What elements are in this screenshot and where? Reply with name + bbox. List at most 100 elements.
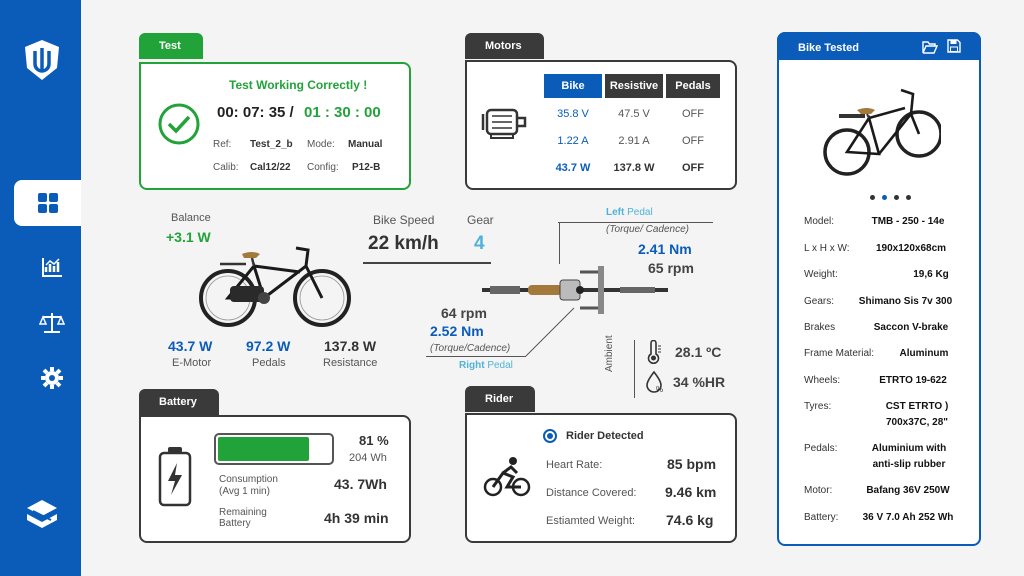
spec-label: Wheels:: [804, 375, 841, 386]
nav-charts[interactable]: [18, 244, 85, 290]
spec-label: Motor:: [804, 485, 833, 496]
bike-tested-image: [821, 74, 943, 186]
table-cell: 137.8 W: [613, 162, 655, 174]
sidebar: [0, 0, 81, 576]
ambient-label: Ambient: [604, 335, 615, 372]
speed-label: Bike Speed: [373, 213, 435, 227]
spec-label: Tyres:: [804, 401, 832, 412]
spec-value: Aluminum: [899, 348, 949, 359]
bicycle-image: [196, 236, 356, 332]
config-label: Config:: [307, 162, 339, 173]
charts-icon: [41, 258, 62, 277]
battery-percent: 81 %: [359, 433, 389, 448]
battery-card: 81 % 204 Wh Consumption (Avg 1 min) 43. …: [139, 415, 411, 543]
remaining-sublabel: Battery: [219, 518, 251, 529]
save-icon[interactable]: [947, 39, 961, 53]
nav-dashboard[interactable]: [14, 180, 81, 226]
mode-value: Manual: [348, 139, 383, 150]
motor-icon: [481, 102, 529, 142]
spec-value: Bafang 36V 250W: [866, 485, 950, 496]
mode-label: Mode:: [307, 139, 335, 150]
distance-label: Distance Covered:: [546, 487, 637, 499]
rider-card: Rider Detected Heart Rate: 85 bpm Distan…: [465, 413, 737, 543]
motors-tab[interactable]: Motors: [465, 33, 544, 59]
nav-balance[interactable]: [18, 300, 85, 346]
spec-value: 190x120x68cm: [875, 243, 947, 254]
calib-label: Calib:: [213, 162, 239, 173]
battery-tab[interactable]: Battery: [139, 389, 219, 415]
right-torque-value: 2.52 Nm: [430, 323, 484, 339]
cyclist-icon: [483, 455, 531, 499]
temperature-value: 28.1 ºC: [675, 344, 722, 360]
spec-value: 36 V 7.0 Ah 252 Wh: [862, 512, 954, 523]
right-torque-label: (Torque/Cadence): [430, 343, 511, 354]
consumption-label: Consumption: [219, 474, 278, 485]
spec-value: ETRTO 19-622: [879, 375, 947, 386]
carousel-dot[interactable]: [906, 195, 911, 200]
table-cell: 2.91 A: [618, 135, 650, 147]
spec-label: Brakes: [804, 322, 836, 333]
carousel-dot[interactable]: [870, 195, 875, 200]
nav-settings[interactable]: [18, 355, 85, 401]
ambient-divider: [634, 340, 635, 398]
test-tab[interactable]: Test: [139, 33, 203, 59]
elapsed-time: 00: 07: 35 /: [217, 104, 294, 121]
left-pedal-connector: [559, 222, 560, 264]
spec-label: Model:: [804, 216, 835, 227]
remaining-label: Remaining: [219, 507, 267, 518]
thermometer-icon: [644, 339, 664, 365]
carousel-dot[interactable]: [894, 195, 899, 200]
right-cadence-value: 64 rpm: [441, 305, 487, 321]
left-pedal-label: Left Pedal: [606, 207, 653, 218]
svg-text:%: %: [656, 385, 663, 394]
gear-value: 4: [474, 233, 485, 254]
heart-rate-value: 85 bpm: [667, 456, 717, 472]
rider-tab[interactable]: Rider: [465, 386, 536, 412]
emotor-label: E-Motor: [172, 357, 212, 369]
bike-tested-title: Bike Tested: [798, 42, 859, 54]
right-pedal-word: Right: [459, 360, 485, 371]
bike-tested-panel: Bike Tested: [777, 32, 981, 546]
resistance-value: 137.8 W: [324, 338, 377, 354]
spec-value: Aluminium with: [871, 443, 947, 454]
right-pedal-line: [426, 356, 526, 357]
pedals-power-value: 97.2 W: [246, 338, 291, 354]
crank-image: [480, 258, 670, 320]
pedals-power-label: Pedals: [252, 357, 286, 369]
table-cell: 47.5 V: [618, 108, 650, 120]
folder-open-icon[interactable]: [922, 40, 939, 54]
battery-level-bar: [214, 433, 334, 465]
spec-label: Weight:: [804, 269, 838, 280]
left-torque-label: (Torque/ Cadence): [606, 224, 690, 235]
table-cell: 43.7 W: [555, 162, 591, 174]
config-value: P12-B: [352, 162, 381, 173]
heart-rate-label: Heart Rate:: [546, 459, 603, 471]
ref-label: Ref:: [213, 139, 232, 150]
right-pedal-connector: [525, 307, 575, 357]
rider-detected-label: Rider Detected: [566, 430, 644, 442]
left-pedal-rest: Pedal: [624, 207, 653, 218]
left-pedal-word: Left: [606, 207, 625, 218]
left-cadence-value: 65 rpm: [648, 260, 694, 276]
emotor-value: 43.7 W: [168, 338, 213, 354]
right-pedal-rest: Pedal: [484, 360, 513, 371]
battery-icon: [157, 445, 193, 509]
carousel-dot-active[interactable]: [882, 195, 887, 200]
spec-value: 700x37C, 28": [885, 417, 948, 428]
weight-label: Estiamted Weight:: [546, 515, 636, 527]
table-cell: 35.8 V: [557, 108, 589, 120]
logo-icon: [22, 38, 62, 82]
consumption-sublabel: (Avg 1 min): [219, 486, 270, 497]
rider-detected-radio[interactable]: [543, 429, 557, 443]
col-bike: Bike: [544, 74, 602, 98]
spec-label: L x H x W:: [804, 243, 850, 254]
test-card: Test Working Correctly ! 00: 07: 35 / 01…: [139, 62, 411, 190]
table-cell: OFF: [682, 162, 704, 174]
test-status: Test Working Correctly !: [229, 78, 368, 92]
table-cell: OFF: [682, 108, 704, 120]
bike-tested-header: [777, 32, 981, 60]
resistance-label: Resistance: [323, 357, 378, 369]
left-torque-value: 2.41 Nm: [638, 241, 692, 257]
spec-value: anti-slip rubber: [872, 459, 946, 470]
spec-label: Gears:: [804, 296, 835, 307]
